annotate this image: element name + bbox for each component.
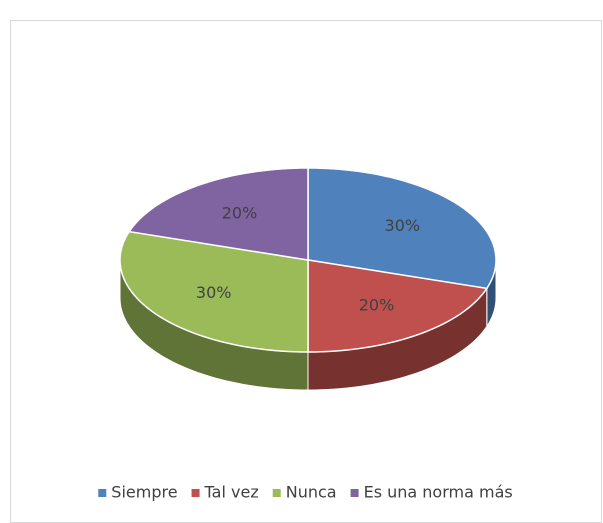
data-label: 30%: [385, 216, 421, 235]
legend-swatch: [350, 489, 359, 497]
legend: Siempre Tal vez Nunca Es una norma más: [98, 483, 513, 502]
legend-swatch: [272, 489, 281, 497]
pie-slice: [307, 167, 497, 290]
data-label: 20%: [359, 296, 395, 315]
data-label: 20%: [222, 203, 258, 222]
legend-label: Tal vez: [204, 483, 259, 502]
legend-label: Es una norma más: [364, 483, 513, 502]
pie-slice: [127, 167, 309, 261]
legend-label: Siempre: [111, 483, 177, 502]
legend-label: Nunca: [286, 483, 337, 502]
pie-slice: [119, 230, 309, 353]
data-label: 30%: [196, 283, 232, 302]
legend-swatch: [98, 489, 107, 497]
pie-slice: [307, 259, 489, 353]
legend-swatch: [191, 489, 200, 497]
